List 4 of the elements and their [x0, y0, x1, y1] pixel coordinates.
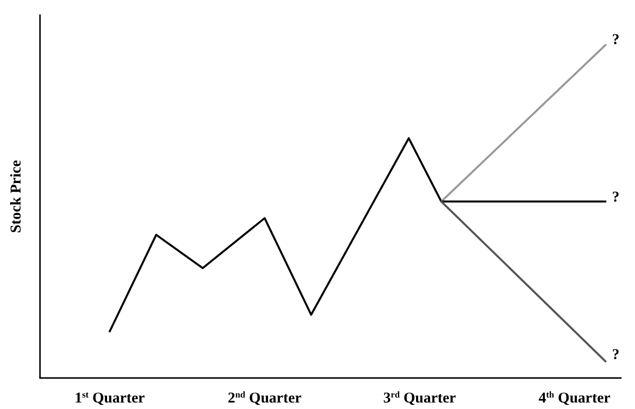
y-axis-title: Stock Price: [8, 160, 24, 233]
annotation: ?: [612, 347, 620, 363]
annotation: ?: [612, 32, 620, 48]
annotation: ?: [612, 190, 620, 206]
